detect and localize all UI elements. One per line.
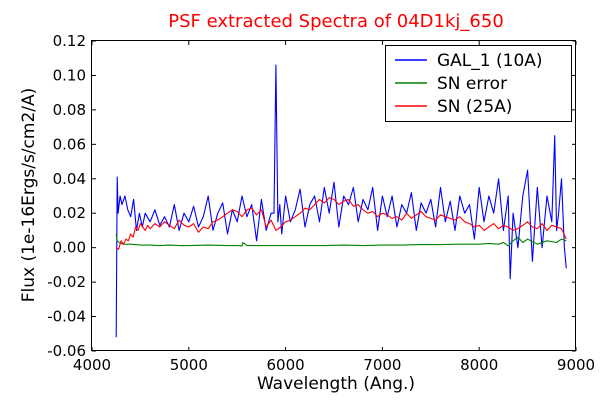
x-tick-label: 6000 [267,356,305,374]
y-axis-ticks: -0.06 -0.04 -0.02 0.00 0.02 0.04 0.06 0.08 0.10 0… [47,32,576,360]
x-tick-label: 8000 [460,356,498,374]
x-axis-label: Wavelength (Ang.) [257,374,415,394]
x-tick-label: 7000 [363,356,401,374]
y-tick-label: 0.10 [53,66,86,84]
series-line-1 [115,233,567,247]
y-tick-label: 0.00 [53,239,86,257]
x-tick-label: 5000 [170,356,208,374]
y-axis-label: Flux (1e-16Ergs/s/cm2/A) [19,88,39,303]
legend-label-2: SN (25A) [437,97,512,117]
y-tick-label: -0.04 [47,308,86,326]
plot-frame [91,40,576,351]
x-tick-label: 9000 [557,356,595,374]
y-tick-label: 0.04 [53,170,86,188]
y-tick-label: 0.06 [53,135,86,153]
series-line-0 [115,64,567,338]
chart-title: PSF extracted Spectra of 04D1kj_650 [168,11,504,32]
y-tick-label: 0.08 [53,101,86,119]
y-tick-label: 0.12 [53,32,86,50]
x-axis-ticks: 4000 5000 6000 7000 8000 9000 [73,41,595,374]
legend-label-1: SN error [437,74,507,94]
y-tick-label: 0.02 [53,204,86,222]
y-tick-label: -0.02 [47,273,86,291]
series-line-2 [115,197,567,250]
y-tick-label: -0.06 [47,342,86,360]
x-tick-label: 4000 [73,356,111,374]
plot-series [115,64,567,338]
legend-label-0: GAL_1 (10A) [437,51,543,71]
legend: GAL_1 (10A) SN error SN (25A) [385,45,572,122]
